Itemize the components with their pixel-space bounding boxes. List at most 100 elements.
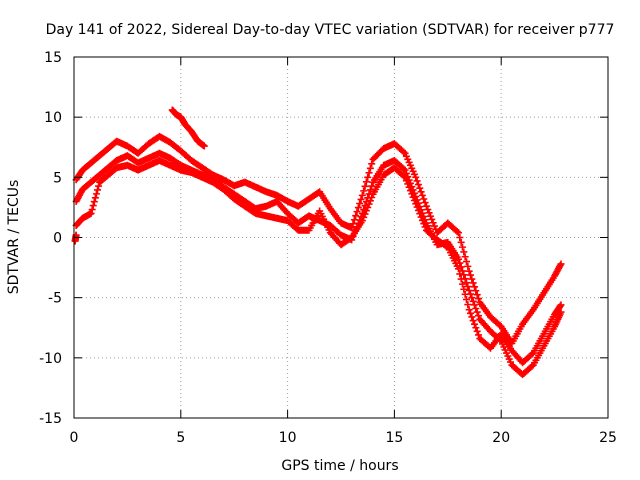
data-point (426, 212, 434, 220)
data-point (458, 243, 466, 251)
data-point (402, 177, 410, 185)
data-point (430, 222, 438, 230)
data-point (417, 213, 425, 221)
data-point (93, 186, 101, 194)
data-point (528, 362, 536, 370)
y-tick-label: 0 (53, 231, 62, 247)
x-tick-label: 0 (70, 430, 79, 446)
data-point (368, 160, 376, 168)
data-point (92, 190, 100, 198)
data-point (458, 280, 466, 288)
data-point (352, 212, 360, 220)
data-point (360, 187, 368, 195)
data-point (414, 181, 422, 189)
data-point (413, 203, 421, 211)
data-point (414, 206, 422, 214)
y-tick-label: 5 (53, 170, 62, 186)
data-point (368, 193, 376, 201)
data-point (364, 173, 372, 181)
data-point (368, 182, 376, 190)
series-track-b (72, 149, 565, 379)
data-point (401, 166, 409, 174)
data-point (88, 206, 96, 214)
data-point (91, 194, 99, 202)
x-tick-label: 10 (279, 430, 297, 446)
data-point (428, 215, 436, 223)
data-point (412, 173, 420, 181)
data-point (556, 302, 564, 310)
data-point (461, 290, 469, 298)
data-point (405, 183, 413, 191)
x-tick-label: 15 (385, 430, 403, 446)
data-point (468, 313, 476, 321)
x-tick-label: 25 (599, 430, 617, 446)
data-point (475, 295, 483, 303)
data-point (456, 270, 464, 278)
series-track-a (72, 132, 565, 347)
data-point (409, 193, 417, 201)
data-point (472, 304, 480, 312)
data-point (460, 285, 468, 293)
data-point (465, 306, 473, 314)
y-axis-title: SDTVAR / TECUs (6, 180, 22, 295)
data-point (400, 165, 408, 173)
data-point (358, 191, 366, 199)
series-track-c (72, 156, 565, 367)
data-point (466, 309, 474, 317)
data-point (442, 242, 450, 250)
data-point (473, 308, 481, 316)
data-point (401, 173, 409, 181)
data-point (400, 172, 408, 180)
data-point (412, 200, 420, 208)
data-point (460, 248, 468, 256)
data-point (421, 223, 429, 231)
data-point (358, 217, 366, 225)
data-point (557, 301, 565, 309)
y-tick-label: -5 (48, 291, 62, 307)
data-point (408, 190, 416, 198)
data-point (457, 238, 465, 246)
data-point (362, 178, 370, 186)
data-point (365, 169, 373, 177)
data-point (420, 220, 428, 228)
data-point (462, 295, 470, 303)
data-point (360, 213, 368, 221)
data-point (468, 294, 476, 302)
x-axis-title: GPS time / hours (281, 458, 398, 474)
data-point (557, 260, 565, 268)
data-point (454, 265, 462, 273)
data-point (87, 209, 95, 217)
data-point (454, 229, 462, 237)
data-point (357, 195, 365, 203)
data-point (410, 196, 418, 204)
data-point (471, 301, 478, 309)
data-point (416, 210, 424, 218)
data-point (464, 283, 472, 291)
data-point (473, 291, 481, 299)
data-point (475, 331, 483, 339)
y-tick-label: 15 (44, 50, 62, 66)
data-point (348, 224, 356, 232)
data-point (365, 200, 373, 208)
data-point (462, 279, 470, 287)
data-point (95, 182, 103, 190)
data-point (90, 198, 98, 206)
chart-title: Day 141 of 2022, Sidereal Day-to-day VTE… (46, 22, 615, 38)
data-point (475, 312, 483, 320)
data-point (469, 279, 477, 287)
data-point (456, 234, 464, 241)
data-point (472, 287, 480, 295)
data-point (471, 283, 478, 291)
data-point (420, 195, 428, 203)
data-point (366, 197, 374, 205)
data-point (356, 200, 364, 208)
data-point (425, 209, 433, 217)
data-point (471, 320, 478, 328)
data-point (556, 261, 564, 269)
data-point (422, 202, 430, 210)
data-point (468, 275, 476, 283)
data-point (418, 191, 426, 199)
